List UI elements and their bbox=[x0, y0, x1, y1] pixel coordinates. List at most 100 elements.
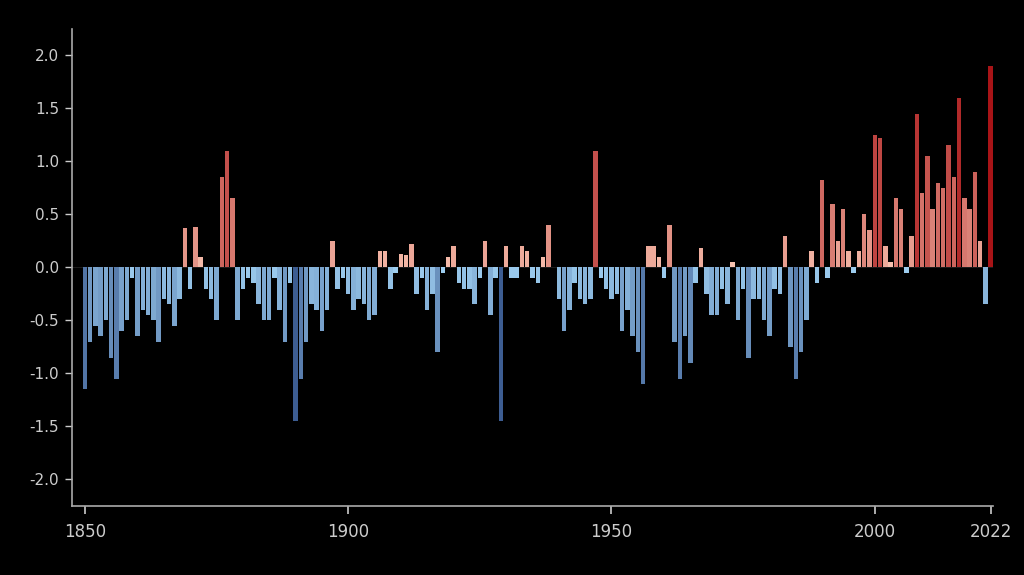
Bar bbox=[904, 267, 908, 273]
Bar bbox=[520, 246, 524, 267]
Bar bbox=[109, 267, 114, 358]
Bar bbox=[378, 251, 382, 267]
Bar bbox=[572, 267, 577, 283]
Bar bbox=[710, 267, 714, 315]
Bar bbox=[425, 267, 429, 310]
Bar bbox=[752, 267, 756, 299]
Bar bbox=[219, 177, 224, 267]
Bar bbox=[272, 267, 276, 278]
Bar bbox=[693, 267, 698, 283]
Bar bbox=[367, 267, 372, 320]
Bar bbox=[894, 198, 898, 267]
Bar bbox=[330, 241, 335, 267]
Bar bbox=[283, 267, 287, 342]
Bar bbox=[115, 267, 119, 379]
Bar bbox=[167, 267, 171, 305]
Bar bbox=[546, 225, 551, 267]
Bar bbox=[467, 267, 471, 289]
Bar bbox=[241, 267, 245, 289]
Bar bbox=[778, 267, 782, 294]
Bar bbox=[236, 267, 240, 320]
Bar bbox=[715, 267, 719, 315]
Bar bbox=[541, 257, 545, 267]
Bar bbox=[494, 267, 498, 278]
Bar bbox=[899, 209, 903, 267]
Bar bbox=[199, 257, 203, 267]
Bar bbox=[609, 267, 613, 299]
Bar bbox=[583, 267, 588, 305]
Bar bbox=[668, 225, 672, 267]
Bar bbox=[646, 246, 650, 267]
Bar bbox=[214, 267, 219, 320]
Bar bbox=[599, 267, 603, 278]
Bar bbox=[673, 267, 677, 342]
Bar bbox=[604, 267, 608, 289]
Bar bbox=[435, 267, 440, 352]
Bar bbox=[783, 236, 787, 267]
Bar bbox=[536, 267, 540, 283]
Bar bbox=[757, 267, 761, 299]
Bar bbox=[457, 267, 461, 283]
Bar bbox=[483, 241, 487, 267]
Bar bbox=[278, 267, 282, 310]
Bar bbox=[825, 267, 829, 278]
Bar bbox=[956, 98, 962, 267]
Bar bbox=[931, 209, 935, 267]
Bar bbox=[177, 267, 182, 299]
Bar bbox=[878, 138, 883, 267]
Bar bbox=[410, 244, 414, 267]
Bar bbox=[98, 267, 102, 336]
Bar bbox=[988, 66, 993, 267]
Bar bbox=[946, 145, 950, 267]
Bar bbox=[462, 267, 466, 289]
Bar bbox=[914, 114, 920, 267]
Bar bbox=[920, 193, 925, 267]
Bar bbox=[735, 267, 740, 320]
Bar bbox=[246, 267, 250, 278]
Bar bbox=[514, 267, 519, 278]
Bar bbox=[440, 267, 445, 273]
Bar bbox=[525, 251, 529, 267]
Bar bbox=[567, 267, 571, 310]
Bar bbox=[373, 267, 377, 315]
Bar bbox=[963, 198, 967, 267]
Bar bbox=[162, 267, 166, 299]
Bar bbox=[204, 267, 208, 289]
Bar bbox=[578, 267, 582, 299]
Bar bbox=[336, 267, 340, 289]
Bar bbox=[614, 267, 618, 294]
Bar bbox=[809, 251, 814, 267]
Bar bbox=[140, 267, 145, 310]
Bar bbox=[678, 267, 682, 379]
Bar bbox=[194, 227, 198, 267]
Bar bbox=[93, 267, 97, 325]
Bar bbox=[562, 267, 566, 331]
Bar bbox=[788, 267, 793, 347]
Bar bbox=[415, 267, 419, 294]
Bar bbox=[968, 209, 972, 267]
Bar bbox=[499, 267, 503, 421]
Bar bbox=[472, 267, 477, 305]
Bar bbox=[509, 267, 514, 278]
Bar bbox=[836, 241, 840, 267]
Bar bbox=[872, 135, 877, 267]
Bar bbox=[688, 267, 692, 363]
Bar bbox=[625, 267, 630, 310]
Bar bbox=[251, 267, 256, 283]
Bar bbox=[983, 267, 987, 305]
Bar bbox=[767, 267, 772, 336]
Bar bbox=[867, 230, 871, 267]
Bar bbox=[594, 151, 598, 267]
Bar bbox=[346, 267, 350, 294]
Bar bbox=[319, 267, 324, 331]
Bar bbox=[730, 262, 735, 267]
Bar bbox=[430, 267, 434, 294]
Bar bbox=[262, 267, 266, 320]
Bar bbox=[446, 257, 451, 267]
Bar bbox=[762, 267, 766, 320]
Bar bbox=[504, 246, 508, 267]
Bar bbox=[909, 236, 913, 267]
Bar bbox=[225, 151, 229, 267]
Bar bbox=[772, 267, 777, 289]
Bar bbox=[452, 246, 456, 267]
